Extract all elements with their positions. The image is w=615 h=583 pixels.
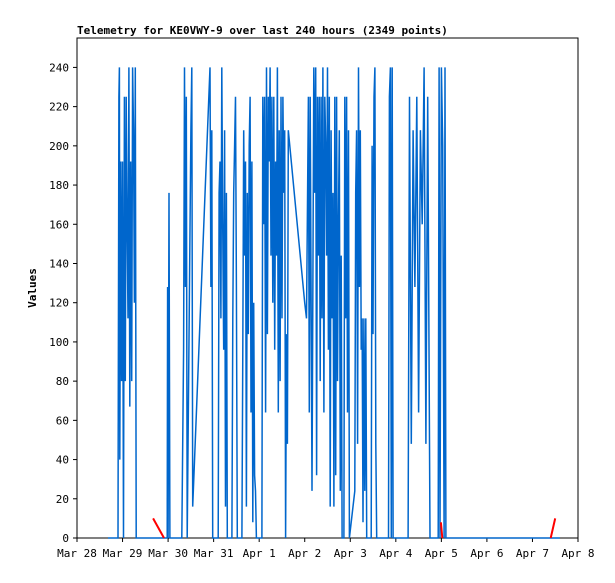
y-tick-label: 20	[56, 493, 69, 506]
x-tick-label: Mar 31	[194, 547, 234, 560]
y-tick-label: 200	[49, 140, 69, 153]
y-tick-label: 180	[49, 179, 69, 192]
data-line	[108, 67, 560, 539]
y-tick-label: 140	[49, 257, 69, 270]
y-tick-label: 80	[56, 375, 69, 388]
y-tick-label: 60	[56, 414, 69, 427]
x-tick-label: Apr 8	[561, 547, 594, 560]
y-tick-label: 220	[49, 101, 69, 114]
y-tick-label: 120	[49, 297, 69, 310]
x-tick-label: Apr 4	[379, 547, 412, 560]
x-tick-label: Mar 28	[57, 547, 97, 560]
y-tick-label: 240	[49, 61, 69, 74]
y-tick-label: 100	[49, 336, 69, 349]
x-tick-label: Apr 6	[470, 547, 503, 560]
y-axis-label: Values	[26, 268, 39, 308]
x-tick-label: Apr 7	[516, 547, 549, 560]
y-tick-label: 40	[56, 454, 69, 467]
x-tick-label: Mar 30	[148, 547, 188, 560]
data-line	[152, 517, 557, 539]
x-tick-label: Apr 1	[243, 547, 276, 560]
y-tick-label: 0	[62, 532, 69, 545]
x-tick-label: Apr 2	[288, 547, 321, 560]
chart-title: Telemetry for KE0VWY-9 over last 240 hou…	[77, 24, 448, 37]
x-tick-label: Apr 3	[334, 547, 367, 560]
y-tick-label: 160	[49, 218, 69, 231]
x-tick-label: Mar 29	[103, 547, 143, 560]
x-tick-label: Apr 5	[425, 547, 458, 560]
